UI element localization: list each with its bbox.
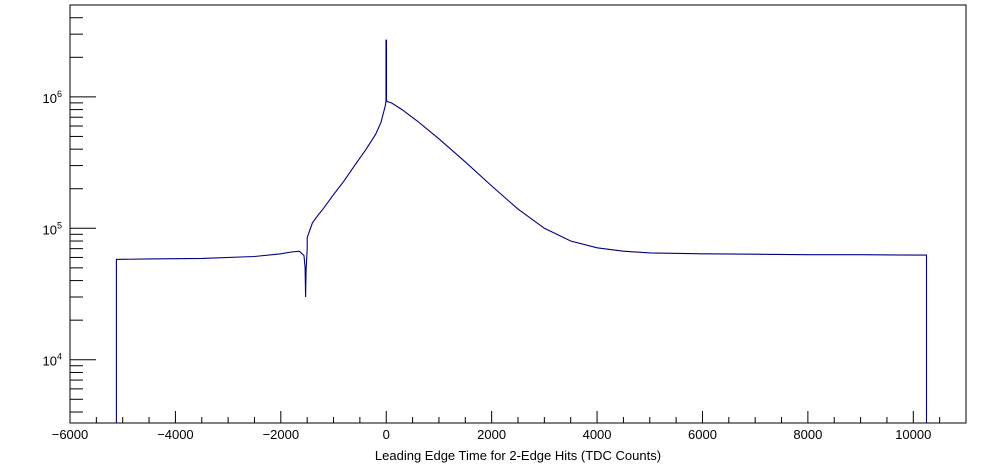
x-tick-label: 4000 bbox=[583, 427, 612, 442]
y-tick-label: 106 bbox=[43, 89, 62, 106]
x-tick-label: 8000 bbox=[793, 427, 822, 442]
y-tick-label: 104 bbox=[43, 352, 62, 369]
y-tick-base: 10 bbox=[43, 91, 57, 106]
y-tick-label: 105 bbox=[43, 220, 62, 237]
x-tick-label: −6000 bbox=[52, 427, 89, 442]
plot-area bbox=[115, 39, 928, 423]
x-tick-label: −2000 bbox=[263, 427, 300, 442]
y-tick-base: 10 bbox=[43, 354, 57, 369]
x-tick-label: 10000 bbox=[895, 427, 931, 442]
plot-frame bbox=[69, 4, 967, 424]
x-tick-label: 6000 bbox=[688, 427, 717, 442]
x-tick-label: 0 bbox=[383, 427, 390, 442]
x-axis-title: Leading Edge Time for 2-Edge Hits (TDC C… bbox=[375, 448, 661, 463]
x-tick-label: 2000 bbox=[477, 427, 506, 442]
y-tick-base: 10 bbox=[43, 222, 57, 237]
x-tick-label: −4000 bbox=[157, 427, 194, 442]
y-tick-exponent: 5 bbox=[57, 220, 62, 230]
x-axis-ticks: −6000 −4000 −2000 0 2000 4000 6000 8000 10000 bbox=[52, 411, 967, 442]
y-tick-exponent: 4 bbox=[57, 352, 62, 362]
histogram-series-line bbox=[115, 39, 928, 423]
y-tick-exponent: 6 bbox=[57, 89, 62, 99]
